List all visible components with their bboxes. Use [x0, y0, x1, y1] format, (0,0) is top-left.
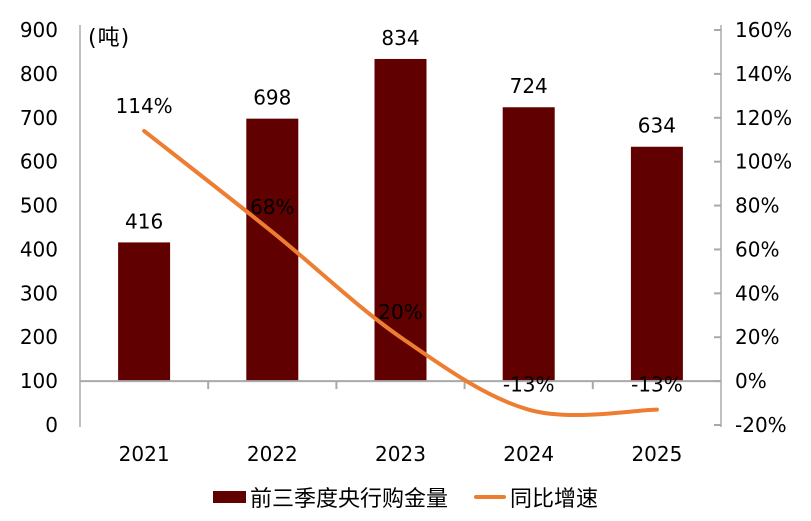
right-axis-tick-label: -20% — [735, 413, 787, 437]
legend-bar-swatch-icon — [212, 491, 246, 503]
legend-line-series-label: 同比增速 — [510, 487, 599, 512]
right-axis-tick-label: 140% — [735, 62, 792, 86]
legend-line-swatch-icon — [474, 495, 506, 499]
line-value-label: 20% — [378, 300, 422, 324]
bar-value-label: 724 — [510, 74, 548, 98]
right-axis-tick-label: 60% — [735, 237, 779, 261]
chart-legend: 前三季度央行购金量 同比增速 — [0, 479, 811, 515]
bar-2022 — [246, 118, 299, 382]
line-value-label: -13% — [503, 373, 555, 397]
bar-value-label: 634 — [638, 114, 676, 138]
bar-value-label: 416 — [125, 209, 163, 233]
bar-2024 — [502, 107, 555, 382]
left-axis-tick-label: 900 — [20, 18, 58, 42]
legend-item-bar-series: 前三季度央行购金量 — [212, 481, 448, 513]
left-axis-tick-label: 300 — [20, 281, 58, 305]
line-value-label: 114% — [116, 94, 173, 118]
right-axis-tick-label: 100% — [735, 150, 792, 174]
bar-2023 — [374, 58, 427, 382]
growth-line — [142, 128, 659, 418]
bar-2021 — [118, 242, 171, 382]
left-axis-tick-label: 500 — [20, 194, 58, 218]
right-axis-tick-label: 0% — [735, 369, 767, 393]
left-axis-tick-label: 600 — [20, 150, 58, 174]
legend-item-line-series: 同比增速 — [474, 481, 598, 513]
category-label: 2025 — [631, 442, 682, 466]
right-axis-tick-label: 160% — [735, 18, 792, 42]
bar-2025 — [630, 146, 683, 382]
line-value-label: -13% — [631, 373, 683, 397]
right-axis-tick-label: 120% — [735, 106, 792, 130]
left-axis-tick-label: 200 — [20, 325, 58, 349]
category-label: 2023 — [375, 442, 426, 466]
legend-bar-series-label: 前三季度央行购金量 — [249, 487, 448, 512]
right-axis-tick-label: 40% — [735, 281, 779, 305]
left-axis-tick-label: 700 — [20, 106, 58, 130]
left-axis-tick-label: 400 — [20, 237, 58, 261]
left-axis-unit-label: (吨) — [88, 26, 131, 51]
category-label: 2024 — [503, 442, 554, 466]
category-label: 2022 — [247, 442, 298, 466]
right-axis-tick-label: 80% — [735, 194, 779, 218]
left-axis-tick-label: 0 — [45, 413, 58, 437]
bar-value-label: 698 — [253, 86, 291, 110]
right-axis-tick-label: 20% — [735, 325, 779, 349]
left-axis-tick-label: 100 — [20, 369, 58, 393]
line-value-label: 68% — [250, 195, 294, 219]
bar-value-label: 834 — [381, 26, 419, 50]
category-label: 2021 — [119, 442, 170, 466]
left-axis-tick-label: 800 — [20, 62, 58, 86]
